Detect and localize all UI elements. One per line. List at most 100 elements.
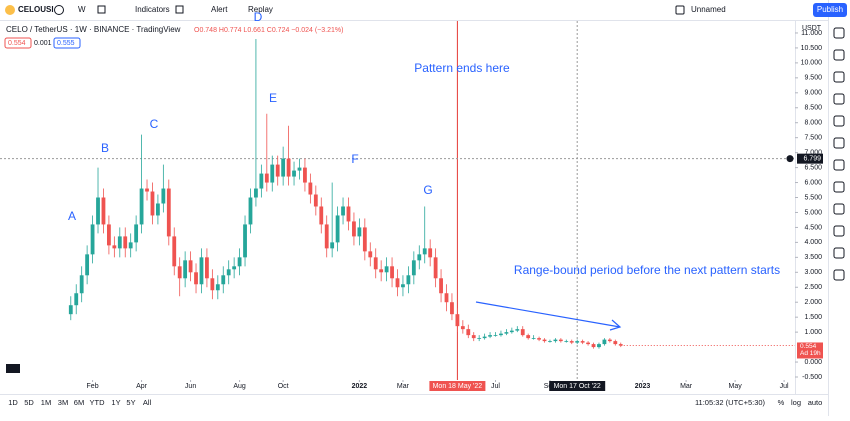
candle-body [270,164,275,183]
panel-icon[interactable] [833,159,845,171]
range-button[interactable]: 5D [24,398,34,407]
candle-body [139,188,144,225]
candle-body [558,339,563,342]
x-tick-label: Mar [397,383,410,390]
panel-icon[interactable] [833,181,845,193]
candle-body [384,266,389,273]
y-tick-label: 1.500 [804,314,822,321]
candle-body [172,236,177,267]
range-button[interactable]: All [143,398,152,407]
x-tick-label: Jul [780,383,789,390]
candle-body [597,344,601,348]
indicators[interactable]: Indicators [135,5,170,14]
candle-body [444,293,449,303]
candle-body [422,248,427,255]
candle-body [607,339,612,342]
candle-body [569,341,574,343]
layout-name[interactable]: Unnamed [691,5,726,14]
range-button[interactable]: 1M [41,398,51,407]
candle-body [248,197,253,225]
y-tick-label: 8.500 [804,105,822,112]
candle-body [471,335,476,339]
x-tick-label: Mar [680,383,693,390]
candle-body [166,188,171,237]
range-button[interactable]: 3M [58,398,68,407]
x-tick-label: 2022 [352,383,368,390]
candle-body [618,344,623,346]
panel-icon[interactable] [833,49,845,61]
templates[interactable] [175,5,184,14]
panel-icon[interactable] [833,269,845,281]
percent-toggle[interactable]: % [778,398,785,407]
candle-body [123,236,128,249]
pattern-label: A [68,209,76,223]
panel-icon[interactable] [833,225,845,237]
x-tick-label: May [728,383,742,390]
pattern-label: B [101,141,109,155]
replay[interactable]: Replay [248,5,273,14]
range-button[interactable]: 1Y [111,398,120,407]
pattern-label: C [150,117,159,131]
candle-body [254,188,258,198]
candle-body [504,332,509,334]
log-toggle[interactable]: log [791,398,801,407]
candle-body [226,269,231,276]
legend-ohlc: O0.748 H0.774 L0.661 C0.724 −0.024 (−3.2… [194,27,343,34]
candle-body [580,341,585,343]
panel-icon[interactable] [833,27,845,39]
y-tick-label: 5.000 [804,209,822,216]
candle-body [591,344,596,348]
x-tick-label: Jun [185,383,196,390]
candle-body [117,236,122,249]
auto-toggle[interactable]: auto [808,398,823,407]
y-tick-label: 3.500 [804,254,822,261]
bid-box [4,37,32,49]
interval[interactable]: W [78,5,86,14]
ask-box [53,37,81,49]
y-tick-label: 6.500 [804,164,822,171]
crosshair-label: Mon 17 Oct '22 [554,383,601,390]
checkbox[interactable] [675,5,685,15]
range-button[interactable]: 5Y [126,398,135,407]
y-tick-label: 7.000 [804,149,822,156]
candle-body [330,242,335,249]
range-button[interactable]: YTD [90,398,106,407]
candle-body [194,272,198,285]
candle-body [324,224,329,249]
ask: 0.555 [57,40,75,47]
add-symbol[interactable] [54,5,64,15]
y-tick-label: 2.500 [804,284,822,291]
range-button[interactable]: 6M [74,398,84,407]
candle-body [308,182,313,195]
y-tick-label: 0.000 [804,359,822,366]
countdown: Ad 19h [800,350,821,357]
panel-icon[interactable] [833,247,845,259]
candle-body [259,173,264,189]
candle-body [90,224,95,255]
panel-icon[interactable] [833,93,845,105]
alert[interactable]: Alert [211,5,228,14]
candle-body [205,257,209,279]
range-button[interactable]: 1D [8,398,18,407]
candle-body [526,335,531,339]
candle-body [401,284,405,288]
candle-body [537,338,541,340]
candle-body [379,269,384,273]
symbol[interactable]: CELOUSI [18,5,54,14]
chart-type[interactable] [97,5,106,14]
candle-body [439,278,443,294]
y-tick-label: 10.000 [801,60,823,67]
publish-label[interactable]: Publish [817,5,843,14]
panel-icon[interactable] [833,115,845,127]
panel-icon[interactable] [833,71,845,83]
currency[interactable]: USDT [802,25,822,32]
candle-body [395,278,400,288]
panel-icon[interactable] [833,203,845,215]
pattern-label: G [423,183,432,197]
candle-body [455,314,460,327]
publish-button[interactable] [813,3,847,17]
candle-body [586,342,590,345]
panel-icon[interactable] [833,137,845,149]
pattern-label: F [351,152,358,166]
